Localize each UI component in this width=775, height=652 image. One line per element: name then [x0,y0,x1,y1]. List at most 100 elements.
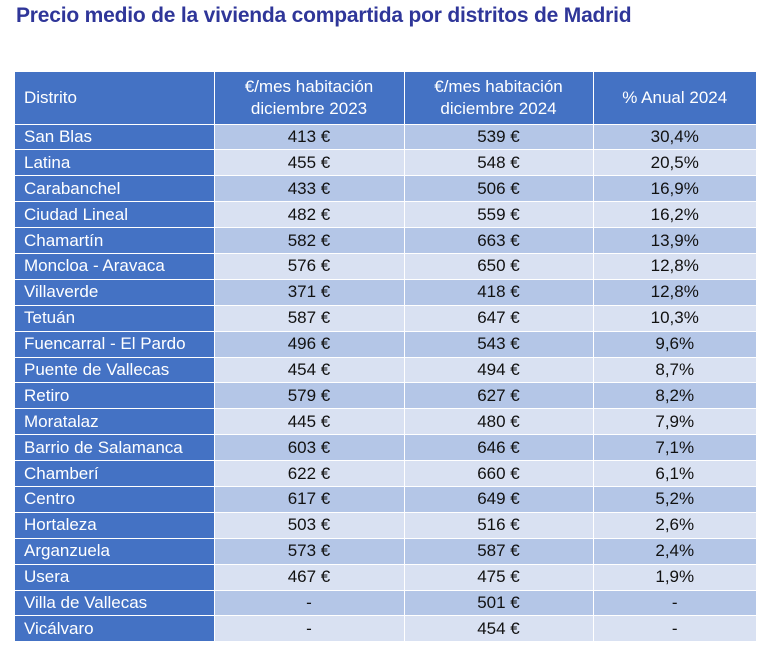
header-price-2024-line1: €/mes habitación [434,76,563,96]
price-2023-cell: 579 € [214,382,405,410]
price-2023-cell: 576 € [214,253,405,280]
price-2024-cell: 587 € [404,538,594,565]
table-row: Centro 617 €649 €5,2% [15,486,756,513]
table-row: Tetuán 587 €647 €10,3% [15,305,756,332]
price-2024-cell: 548 € [404,149,594,177]
price-2023-cell: 573 € [214,538,405,565]
table-row: Hortaleza 503 €516 €2,6% [15,512,756,539]
table-row: Ciudad Lineal 482 €559 €16,2% [15,201,756,229]
table-row: Moratalaz 445 €480 €7,9% [15,408,756,436]
annual-change-cell: 8,2% [593,382,756,410]
header-price-2023-line2: diciembre 2023 [250,98,368,118]
district-cell: Barrio de Salamanca [15,434,215,462]
table-row: Usera 467 €475 €1,9% [15,564,756,591]
district-cell: Chamberí [15,460,215,487]
header-district: Distrito [15,72,215,125]
table-row: Moncloa - Aravaca 576 €650 €12,8% [15,253,756,280]
annual-change-cell: 20,5% [593,149,756,177]
price-2023-cell: - [214,590,405,617]
price-2023-cell: 503 € [214,512,405,539]
annual-change-cell: 7,9% [593,408,756,436]
price-2023-cell: 445 € [214,408,405,436]
table-row: Chamartín 582 €663 €13,9% [15,227,756,254]
price-2024-cell: 660 € [404,460,594,487]
annual-change-cell: 2,4% [593,538,756,565]
annual-change-cell: - [593,590,756,617]
price-2024-cell: 647 € [404,305,594,332]
price-2024-cell: 475 € [404,564,594,591]
district-cell: Fuencarral - El Pardo [15,331,215,358]
annual-change-cell: - [593,615,756,643]
table-row: Retiro 579 €627 €8,2% [15,382,756,410]
table-row: Barrio de Salamanca 603 €646 €7,1% [15,434,756,462]
district-cell: Puente de Vallecas [15,357,215,384]
price-2023-cell: 433 € [214,175,405,203]
header-price-2023: €/mes habitación diciembre 2023 [214,72,405,125]
annual-change-cell: 12,8% [593,279,756,306]
district-cell: Carabanchel [15,175,215,203]
district-cell: Vicálvaro [15,615,215,643]
price-2024-cell: 627 € [404,382,594,410]
table-row: Carabanchel 433 €506 €16,9% [15,175,756,203]
table-row: Chamberí 622 €660 €6,1% [15,460,756,487]
price-2024-cell: 646 € [404,434,594,462]
annual-change-cell: 16,9% [593,175,756,203]
price-2023-cell: 496 € [214,331,405,358]
price-2024-cell: 663 € [404,227,594,254]
district-cell: Latina [15,149,215,177]
price-2023-cell: 413 € [214,124,405,151]
price-2024-cell: 516 € [404,512,594,539]
price-2023-cell: 622 € [214,460,405,487]
table-row: San Blas 413 €539 €30,4% [15,124,756,151]
annual-change-cell: 8,7% [593,357,756,384]
price-2023-cell: 371 € [214,279,405,306]
price-2023-cell: 617 € [214,486,405,513]
district-cell: Moratalaz [15,408,215,436]
district-cell: Usera [15,564,215,591]
price-2024-cell: 501 € [404,590,594,617]
annual-change-cell: 10,3% [593,305,756,332]
table-row: Villa de Vallecas -501 € - [15,590,756,617]
district-cell: Hortaleza [15,512,215,539]
price-2024-cell: 454 € [404,615,594,643]
price-2023-cell: 454 € [214,357,405,384]
header-annual-change: % Anual 2024 [593,72,756,125]
annual-change-cell: 6,1% [593,460,756,487]
annual-change-cell: 13,9% [593,227,756,254]
price-2023-cell: 603 € [214,434,405,462]
price-2023-cell: 455 € [214,149,405,177]
district-cell: Retiro [15,382,215,410]
header-price-2023-line1: €/mes habitación [244,76,374,96]
price-2024-cell: 506 € [404,175,594,203]
price-2024-cell: 650 € [404,253,594,280]
price-2024-cell: 649 € [404,486,594,513]
price-2024-cell: 543 € [404,331,594,358]
table-row: Vicálvaro -454 € - [15,615,756,643]
annual-change-cell: 30,4% [593,124,756,151]
district-cell: Ciudad Lineal [15,201,215,229]
table-row: Latina 455 €548 €20,5% [15,149,756,177]
table-row: Fuencarral - El Pardo 496 €543 €9,6% [15,331,756,358]
page-title: Precio medio de la vivienda compartida p… [16,4,632,27]
price-2023-cell: - [214,615,405,643]
price-2024-cell: 494 € [404,357,594,384]
price-2023-cell: 582 € [214,227,405,254]
header-price-2024: €/mes habitación diciembre 2024 [404,72,594,125]
district-cell: Arganzuela [15,538,215,565]
annual-change-cell: 9,6% [593,331,756,358]
annual-change-cell: 2,6% [593,512,756,539]
district-cell: Villaverde [15,279,215,306]
table-row: Arganzuela 573 €587 €2,4% [15,538,756,565]
header-row: Distrito €/mes habitación diciembre 2023… [15,72,756,125]
annual-change-cell: 1,9% [593,564,756,591]
annual-change-cell: 5,2% [593,486,756,513]
district-cell: Chamartín [15,227,215,254]
district-cell: Tetuán [15,305,215,332]
price-2023-cell: 467 € [214,564,405,591]
price-2024-cell: 480 € [404,408,594,436]
annual-change-cell: 7,1% [593,434,756,462]
annual-change-cell: 12,8% [593,253,756,280]
district-cell: Moncloa - Aravaca [15,253,215,280]
price-2023-cell: 482 € [214,201,405,229]
price-2024-cell: 559 € [404,201,594,229]
